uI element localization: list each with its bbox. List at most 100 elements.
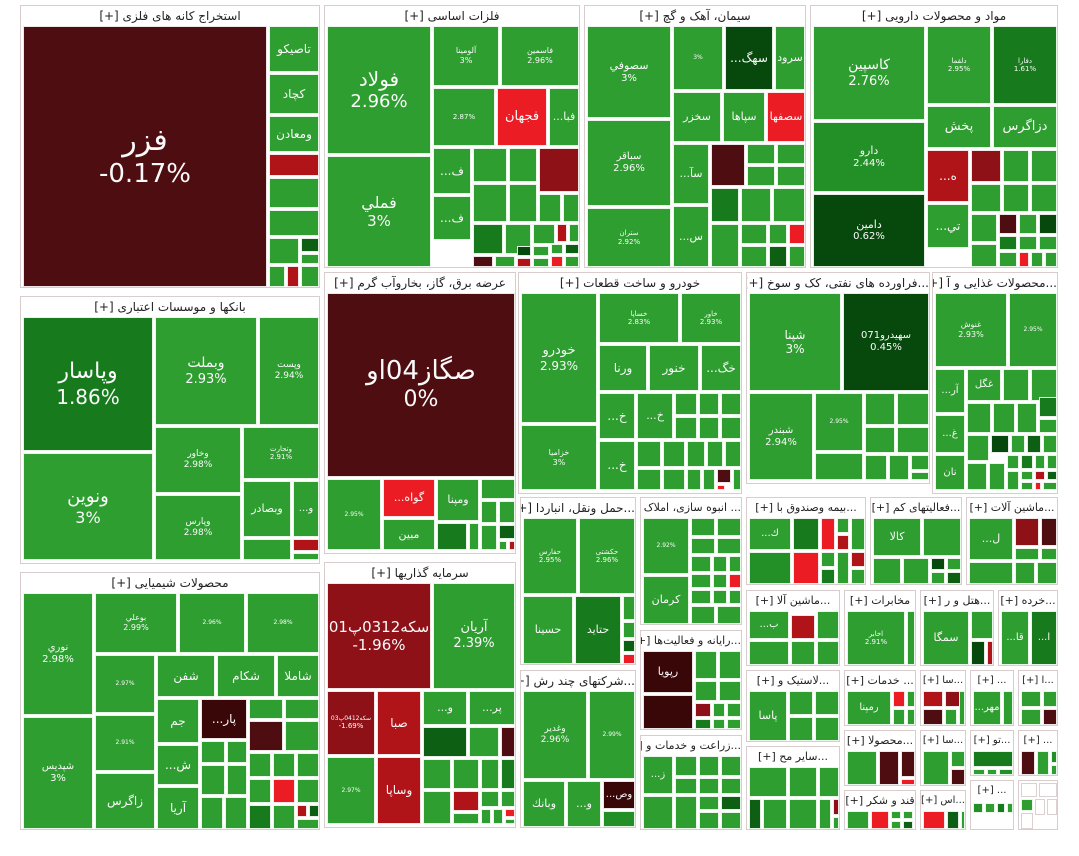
heat-tile[interactable] bbox=[741, 188, 771, 222]
heat-tile[interactable] bbox=[729, 590, 741, 604]
stock-tile[interactable]: شپدیس 3% bbox=[23, 717, 93, 829]
heat-tile[interactable] bbox=[897, 427, 929, 453]
heat-tile[interactable] bbox=[1047, 799, 1057, 815]
sector-header-services[interactable]: ... خدمات [+] bbox=[846, 674, 914, 687]
sector-header-retail[interactable]: ...خرده [+] bbox=[1000, 594, 1056, 607]
heat-tile[interactable] bbox=[713, 574, 727, 588]
heat-tile[interactable] bbox=[495, 256, 515, 267]
heat-tile[interactable] bbox=[297, 753, 319, 777]
heat-tile[interactable] bbox=[699, 756, 719, 776]
heat-tile[interactable] bbox=[923, 811, 945, 829]
stock-tile[interactable]: ومعادن bbox=[269, 116, 319, 152]
heat-tile[interactable] bbox=[1031, 150, 1057, 182]
heat-tile[interactable] bbox=[971, 150, 1001, 182]
heat-tile[interactable] bbox=[699, 778, 719, 794]
heat-tile[interactable] bbox=[1007, 471, 1019, 490]
stock-tile[interactable]: وبصادر bbox=[243, 481, 291, 537]
heat-tile[interactable] bbox=[499, 541, 507, 550]
heat-tile[interactable] bbox=[951, 769, 965, 785]
heat-tile[interactable] bbox=[793, 518, 819, 550]
heat-tile[interactable] bbox=[871, 811, 889, 829]
stock-tile[interactable]: ...مهر bbox=[973, 691, 1001, 725]
heat-tile[interactable] bbox=[1019, 236, 1037, 250]
heat-tile[interactable] bbox=[791, 641, 815, 665]
heat-tile[interactable] bbox=[727, 703, 741, 717]
heat-tile[interactable] bbox=[971, 184, 1001, 212]
heat-tile[interactable] bbox=[637, 441, 661, 467]
heat-tile[interactable] bbox=[851, 569, 865, 584]
heat-tile[interactable] bbox=[249, 699, 283, 719]
heat-tile[interactable] bbox=[851, 552, 865, 567]
stock-tile[interactable]: سهیدرو071 0.45% bbox=[843, 293, 929, 391]
heat-tile[interactable] bbox=[729, 556, 741, 572]
heat-tile[interactable] bbox=[1017, 403, 1037, 433]
sector-header-basic-metals[interactable]: فلزات اساسی [+] bbox=[404, 9, 500, 23]
heat-tile[interactable] bbox=[777, 166, 805, 186]
stock-tile[interactable]: ...سهگ bbox=[725, 26, 773, 90]
heat-tile[interactable]: 2.97% bbox=[95, 655, 155, 713]
heat-tile[interactable] bbox=[1015, 548, 1039, 560]
heat-tile[interactable] bbox=[1039, 236, 1057, 250]
stock-tile[interactable]: آریا bbox=[157, 787, 199, 829]
heat-tile[interactable] bbox=[517, 258, 531, 267]
heat-tile[interactable] bbox=[1021, 751, 1035, 775]
heat-tile[interactable] bbox=[851, 518, 865, 550]
stock-tile[interactable]: ...خ bbox=[599, 393, 635, 439]
heat-tile[interactable] bbox=[249, 753, 271, 777]
heat-tile[interactable] bbox=[269, 266, 285, 287]
stock-tile[interactable]: وپاسار 1.86% bbox=[23, 317, 153, 451]
heat-tile[interactable] bbox=[717, 518, 741, 536]
stock-tile[interactable]: آریان 2.39% bbox=[433, 583, 515, 689]
heat-tile[interactable] bbox=[971, 244, 997, 267]
stock-tile[interactable]: رپویا bbox=[643, 651, 693, 693]
heat-tile[interactable] bbox=[923, 691, 943, 707]
heat-tile[interactable] bbox=[499, 525, 515, 539]
heat-tile[interactable] bbox=[749, 641, 789, 665]
stock-tile[interactable]: نان bbox=[935, 455, 965, 490]
heat-tile[interactable] bbox=[1039, 397, 1057, 417]
heat-tile[interactable] bbox=[509, 184, 537, 222]
heat-tile[interactable] bbox=[815, 717, 839, 741]
heat-tile[interactable] bbox=[821, 552, 835, 567]
heat-tile[interactable] bbox=[269, 238, 299, 264]
stock-tile[interactable]: ...تي bbox=[927, 204, 969, 248]
heat-tile[interactable] bbox=[505, 819, 515, 824]
heat-tile[interactable] bbox=[713, 703, 725, 717]
heat-tile[interactable] bbox=[821, 569, 835, 584]
stock-tile[interactable]: شاملا bbox=[277, 655, 319, 697]
heat-tile[interactable] bbox=[1041, 518, 1057, 546]
heat-tile[interactable] bbox=[1015, 562, 1035, 584]
stock-tile[interactable]: وبانك bbox=[523, 781, 565, 827]
heat-tile[interactable] bbox=[973, 803, 983, 813]
heat-tile[interactable] bbox=[1047, 471, 1057, 480]
heat-tile[interactable] bbox=[691, 574, 711, 588]
heat-tile[interactable] bbox=[891, 811, 901, 819]
heat-tile[interactable] bbox=[499, 501, 515, 523]
stock-tile[interactable]: خساپا 2.83% bbox=[599, 293, 679, 343]
heat-tile[interactable]: 2.96% bbox=[179, 593, 245, 653]
stock-tile[interactable]: وپارس 2.98% bbox=[155, 495, 241, 560]
heat-tile[interactable]: 2.92% bbox=[643, 518, 689, 574]
heat-tile[interactable] bbox=[1011, 435, 1025, 453]
heat-tile[interactable] bbox=[201, 765, 225, 795]
stock-tile[interactable]: خزامیا 3% bbox=[521, 425, 597, 490]
heat-tile[interactable] bbox=[717, 485, 725, 490]
heat-tile[interactable] bbox=[273, 753, 295, 777]
heat-tile[interactable] bbox=[285, 721, 319, 751]
stock-tile[interactable]: سمگا bbox=[923, 611, 969, 665]
heat-tile[interactable] bbox=[789, 767, 817, 797]
heat-tile[interactable] bbox=[1041, 548, 1057, 560]
stock-tile[interactable]: ...گواه bbox=[383, 479, 435, 517]
heat-tile[interactable] bbox=[481, 525, 497, 550]
heat-tile[interactable] bbox=[713, 590, 727, 604]
heat-tile[interactable] bbox=[269, 210, 319, 236]
heat-tile[interactable] bbox=[791, 615, 815, 639]
stock-tile[interactable]: ...ه bbox=[927, 150, 969, 202]
stock-tile[interactable]: شفن bbox=[157, 655, 215, 697]
heat-tile[interactable] bbox=[675, 393, 697, 415]
heat-tile[interactable] bbox=[1051, 751, 1057, 763]
stock-tile[interactable]: سصوفي 3% bbox=[587, 26, 671, 118]
heat-tile[interactable] bbox=[971, 611, 993, 639]
heat-tile[interactable] bbox=[773, 188, 805, 222]
heat-tile[interactable] bbox=[269, 178, 319, 208]
